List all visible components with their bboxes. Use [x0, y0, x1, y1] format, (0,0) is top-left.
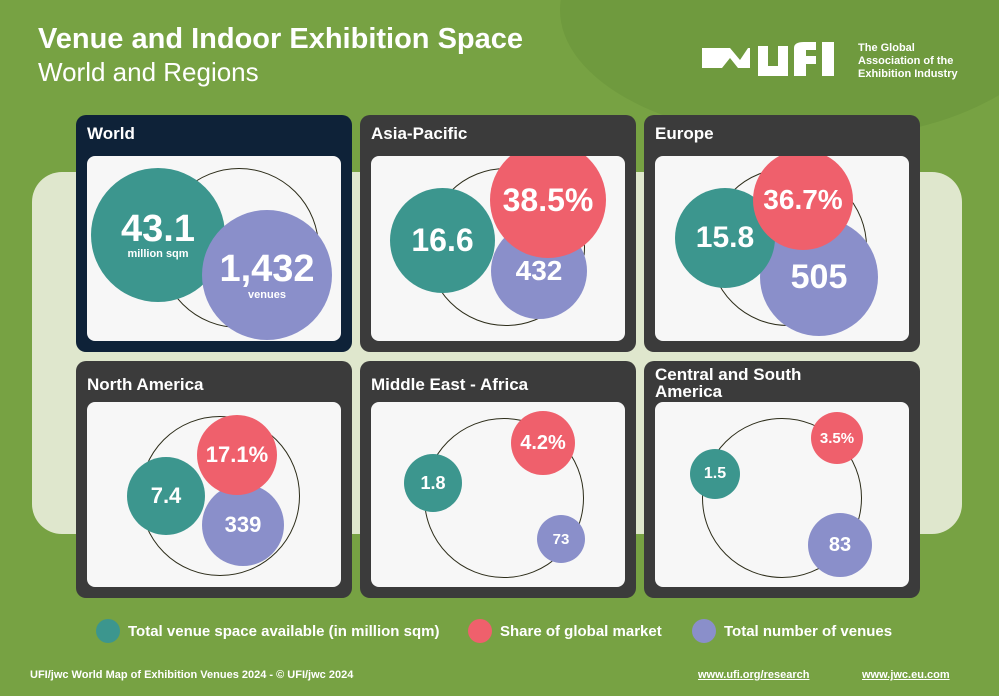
outline-ring: [702, 418, 862, 578]
region-chart: 16.6 432 38.5%: [371, 156, 625, 341]
purple-dot-icon: [692, 619, 716, 643]
ufi-logo: The Global Association of the Exhibition…: [700, 38, 960, 88]
space-bubble: 16.6: [390, 188, 495, 293]
region-card-world: World 43.1 million sqm 1,432 venues: [76, 115, 352, 352]
share-bubble: 38.5%: [490, 156, 606, 258]
space-bubble: 1.8: [404, 454, 462, 512]
region-chart: 1.8 4.2% 73: [371, 402, 625, 587]
ufi-logo-mark: [702, 42, 834, 76]
share-bubble: 17.1%: [197, 415, 277, 495]
region-title: World: [87, 124, 135, 143]
link-jwc[interactable]: www.jwc.eu.com: [862, 669, 950, 681]
ufi-tagline: The Global Association of the Exhibition…: [858, 42, 958, 80]
space-value: 1.8: [420, 472, 446, 493]
region-card-central-south-america: Central and South America 1.5 3.5% 83: [644, 361, 920, 598]
legend-item-share: Share of global market: [468, 619, 662, 643]
footer-credit: UFI/jwc World Map of Exhibition Venues 2…: [30, 669, 354, 681]
venues-value: 1,432: [219, 248, 315, 290]
teal-dot-icon: [96, 619, 120, 643]
share-value: 3.5%: [819, 429, 855, 447]
space-value: 1.5: [703, 465, 727, 482]
red-dot-icon: [468, 619, 492, 643]
share-bubble: 4.2%: [511, 411, 575, 475]
region-chart: 1.5 3.5% 83: [655, 402, 909, 587]
region-card-europe: Europe 505 15.8 36.7%: [644, 115, 920, 352]
region-title: Central and South America: [655, 365, 802, 401]
share-value: 38.5%: [502, 181, 594, 218]
space-bubble: 1.5: [690, 449, 740, 499]
legend-item-venues: Total number of venues: [692, 619, 893, 643]
venues-value: 339: [224, 512, 262, 537]
share-value: 4.2%: [520, 431, 566, 454]
legend-label: Share of global market: [500, 622, 662, 640]
region-chart: 505 15.8 36.7%: [655, 156, 909, 341]
space-value: 15.8: [695, 221, 755, 254]
venues-unit: venues: [248, 289, 286, 301]
legend-label: Total venue space available (in million …: [128, 622, 440, 640]
region-title: North America: [87, 375, 204, 394]
legend-item-space: Total venue space available (in million …: [96, 619, 440, 643]
region-chart: 7.4 339 17.1%: [87, 402, 341, 587]
venues-bubble: 73: [537, 515, 585, 563]
region-title: Middle East - Africa: [371, 375, 529, 394]
space-value: 16.6: [411, 222, 474, 258]
share-value: 17.1%: [205, 442, 269, 467]
region-card-north-america: North America 7.4 339 17.1%: [76, 361, 352, 598]
region-card-middle-east-africa: Middle East - Africa 1.8 4.2% 73: [360, 361, 636, 598]
page-subtitle: World and Regions: [38, 57, 259, 87]
venues-value: 83: [828, 533, 852, 556]
venues-value: 505: [790, 257, 848, 296]
region-chart: 43.1 million sqm 1,432 venues: [87, 156, 341, 341]
space-bubble: 7.4: [127, 457, 205, 535]
share-bubble: 36.7%: [753, 156, 853, 250]
page-title: Venue and Indoor Exhibition Space: [38, 23, 524, 55]
region-title: Asia-Pacific: [371, 124, 468, 143]
link-ufi-research[interactable]: www.ufi.org/research: [698, 669, 810, 681]
space-value: 43.1: [121, 208, 195, 250]
venues-value: 432: [515, 255, 563, 286]
legend-label: Total number of venues: [724, 622, 893, 640]
share-value: 36.7%: [763, 184, 843, 215]
venues-bubble: 339: [202, 484, 284, 566]
space-value: 7.4: [150, 483, 182, 508]
region-card-asia-pacific: Asia-Pacific 16.6 432 38.5%: [360, 115, 636, 352]
venues-bubble: 83: [808, 513, 872, 577]
share-bubble: 3.5%: [811, 412, 863, 464]
venues-bubble: 1,432 venues: [202, 210, 332, 340]
space-unit: million sqm: [127, 248, 189, 260]
region-title: Europe: [655, 124, 714, 143]
venues-value: 73: [552, 530, 570, 548]
